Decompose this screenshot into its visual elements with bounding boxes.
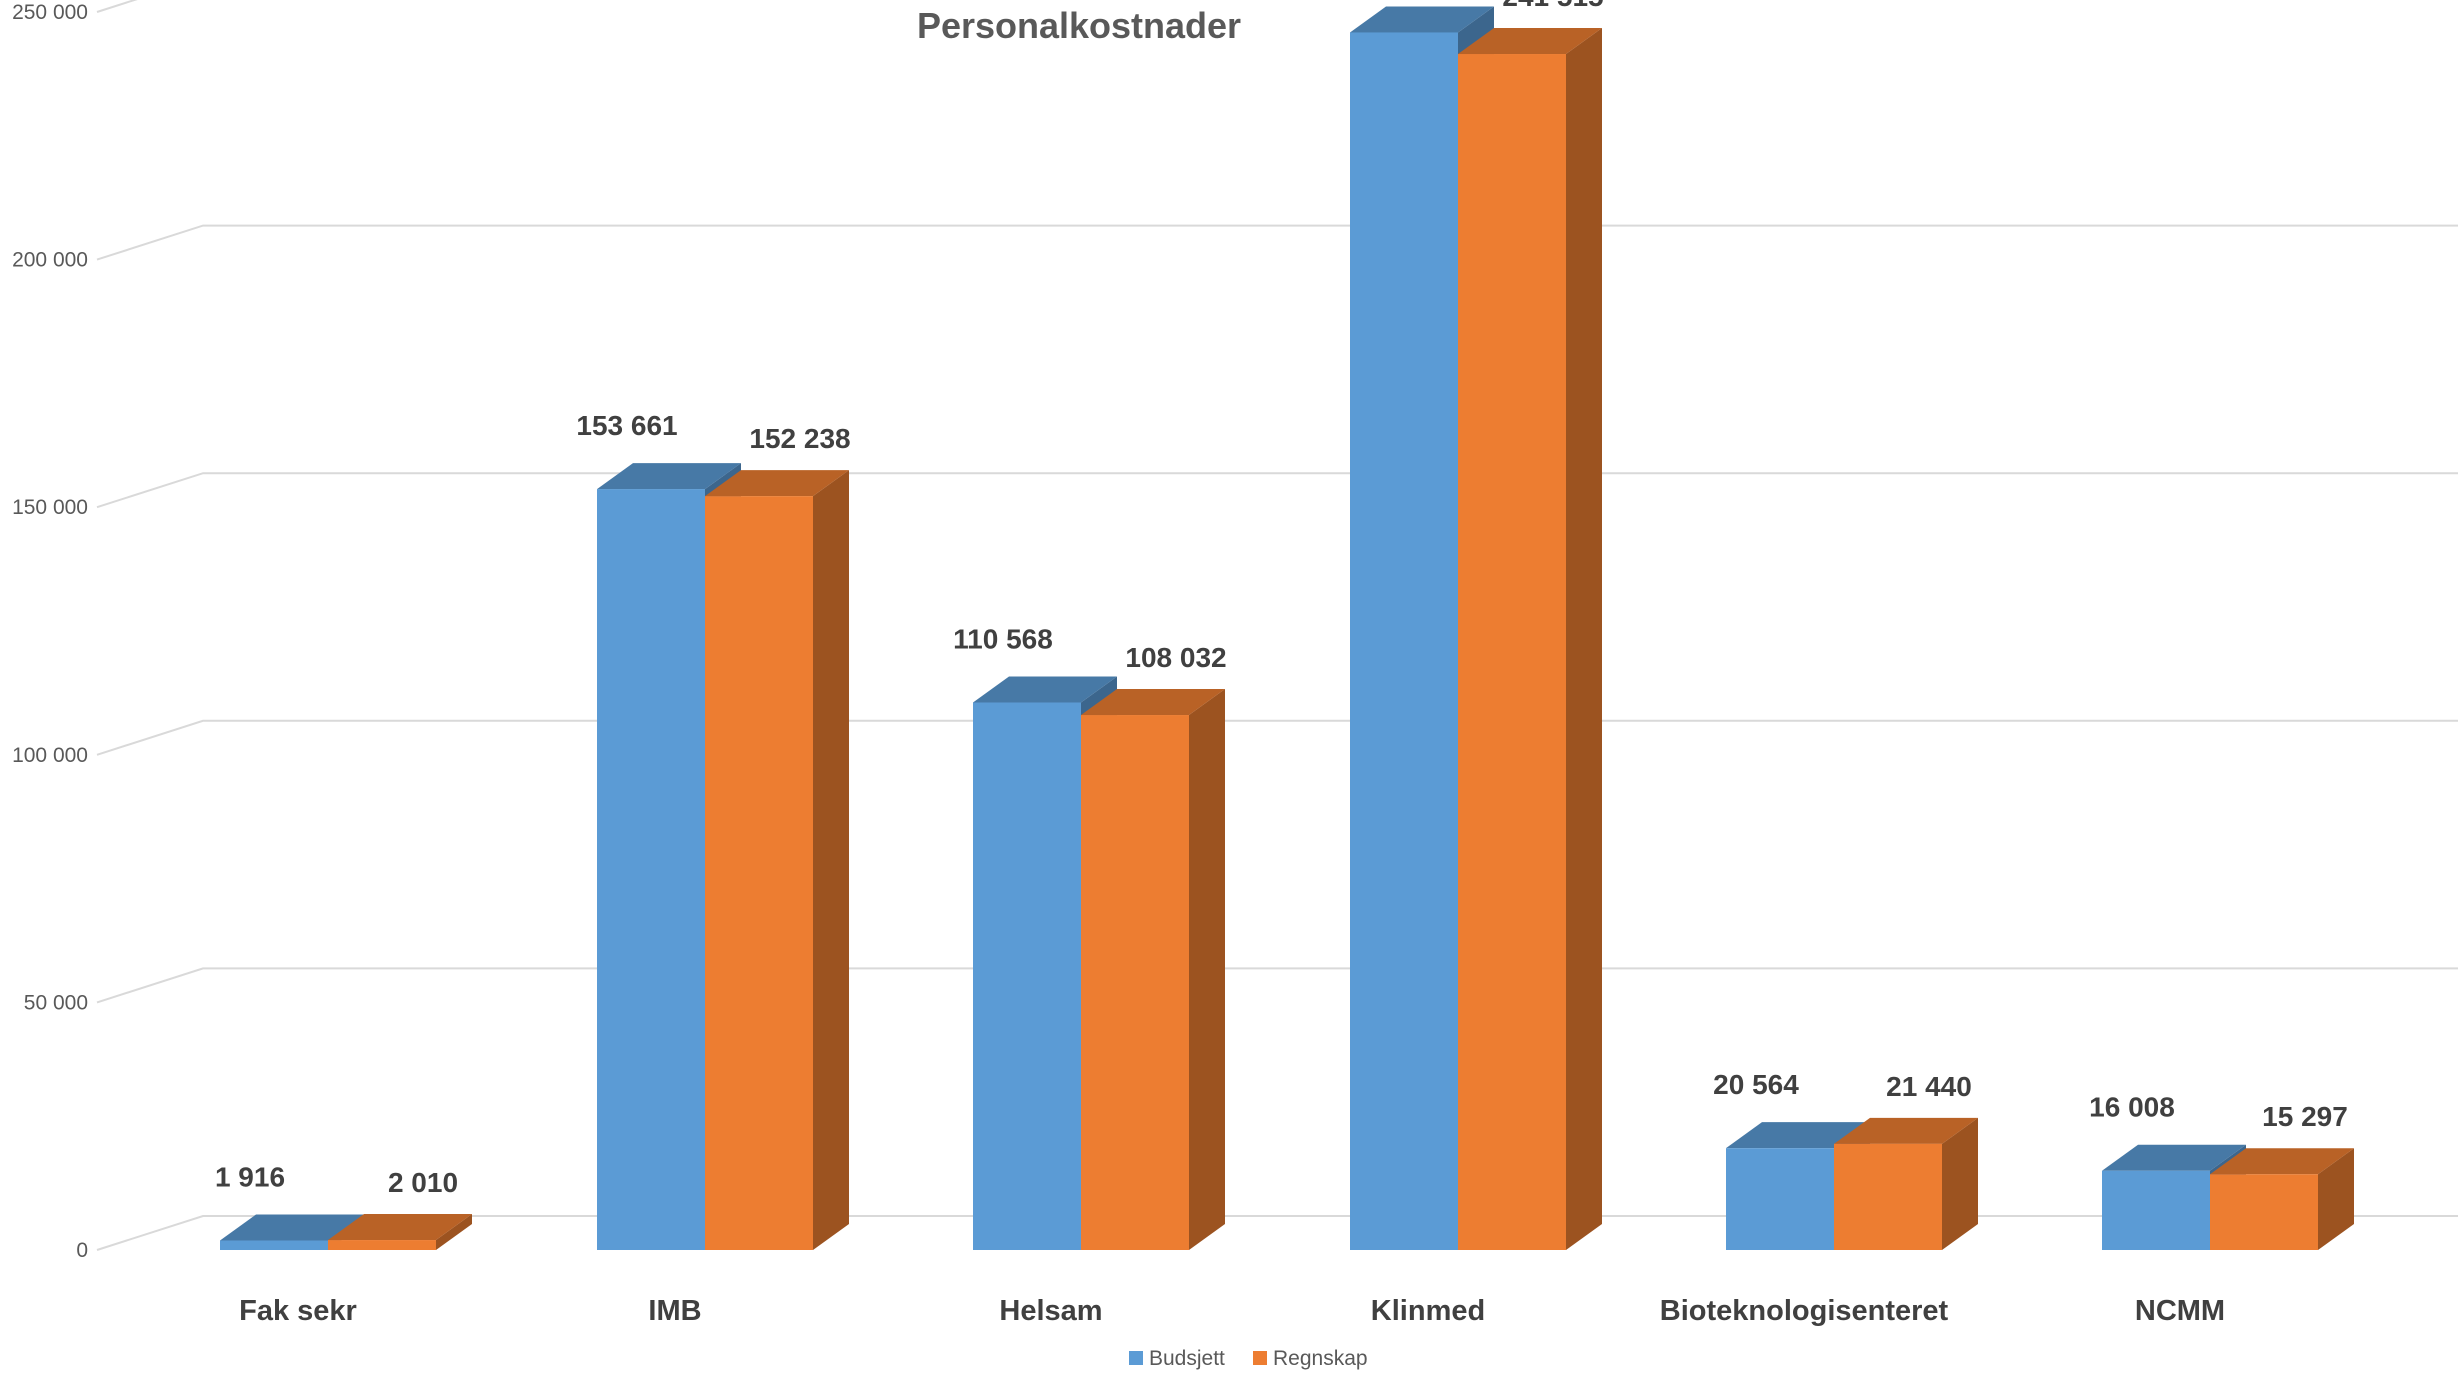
data-label: 15 297 <box>2262 1101 2348 1132</box>
data-label: 110 568 <box>953 623 1053 654</box>
data-label: 152 238 <box>749 423 850 454</box>
bar-front <box>597 489 705 1250</box>
bar-top <box>220 1214 364 1241</box>
bar-top <box>2210 1148 2354 1175</box>
bar-top <box>705 470 849 497</box>
y-tick-label: 250 000 <box>12 1 88 24</box>
y-tick-label: 0 <box>76 1239 88 1262</box>
bar-regnskap-3 <box>1458 28 1602 1251</box>
gridline <box>96 224 2458 261</box>
gridline <box>96 967 2458 1004</box>
y-tick-label: 150 000 <box>12 496 88 519</box>
bar-regnskap-1 <box>705 470 849 1250</box>
bar-front <box>2102 1170 2210 1250</box>
bar-front <box>1726 1148 1834 1250</box>
bar-side <box>2318 1148 2354 1250</box>
bar-side <box>1189 689 1225 1250</box>
bars <box>220 6 2354 1251</box>
data-label: 1 916 <box>215 1162 285 1193</box>
bar-regnskap-0 <box>328 1214 472 1250</box>
legend-label-regnskap: Regnskap <box>1273 1347 1368 1370</box>
x-tick-label: Fak sekr <box>239 1295 357 1327</box>
data-label: 16 008 <box>2089 1092 2175 1123</box>
bar-front <box>220 1240 328 1250</box>
data-label: 2 010 <box>388 1167 458 1198</box>
gridline <box>96 472 2458 509</box>
bar-top <box>2102 1144 2246 1171</box>
bar-regnskap-5 <box>2210 1148 2354 1250</box>
bar-top <box>328 1214 472 1241</box>
bar-top <box>1081 689 1225 716</box>
bar-regnskap-2 <box>1081 689 1225 1250</box>
bar-front <box>973 702 1081 1250</box>
data-label: 21 440 <box>1886 1071 1972 1102</box>
bar-top <box>1458 28 1602 55</box>
data-label: 108 032 <box>1125 642 1226 673</box>
x-axis: Fak sekr IMB Helsam Klinmed Bioteknologisent… <box>239 1295 2225 1327</box>
bar-front <box>1834 1143 1942 1250</box>
data-label: 20 564 <box>1713 1069 1799 1100</box>
data-label: 241 515 <box>1502 0 1603 12</box>
bar-regnskap-4 <box>1834 1117 1978 1250</box>
bar-side <box>1566 28 1602 1251</box>
bar-side <box>813 470 849 1250</box>
y-tick-label: 200 000 <box>12 249 88 272</box>
x-tick-label: Klinmed <box>1371 1295 1485 1327</box>
bar-front <box>1350 32 1458 1250</box>
y-tick-label: 100 000 <box>12 744 88 767</box>
y-axis: 0 50 000 100 000 150 000 200 000 250 000 <box>12 1 88 1262</box>
x-tick-label: NCMM <box>2135 1295 2225 1327</box>
bar-top <box>973 676 1117 703</box>
bar-front <box>1458 54 1566 1251</box>
bar-top <box>1726 1122 1870 1149</box>
gridlines <box>96 0 2458 1251</box>
x-tick-label: Bioteknologisenteret <box>1660 1295 1949 1327</box>
bar-top <box>1350 6 1494 33</box>
bar-front <box>705 496 813 1250</box>
legend-swatch-regnskap <box>1253 1351 1267 1365</box>
data-label: 153 661 <box>576 410 677 441</box>
x-tick-label: IMB <box>648 1295 701 1327</box>
gridline <box>96 0 138 13</box>
data-labels: 1 916 2 010 153 661 152 238 110 568 108 032 24… <box>215 0 2348 1198</box>
bar-top <box>1834 1117 1978 1144</box>
legend-swatch-budsjett <box>1129 1351 1143 1365</box>
gridline <box>96 719 2458 756</box>
y-tick-label: 50 000 <box>24 991 88 1014</box>
x-tick-label: Helsam <box>999 1295 1102 1327</box>
legend: Budsjett Regnskap <box>1129 1347 1368 1370</box>
bar-front <box>328 1240 436 1250</box>
bar-top <box>597 463 741 490</box>
legend-label-budsjett: Budsjett <box>1149 1347 1225 1370</box>
bar-front <box>2210 1174 2318 1250</box>
chart-title: Personalkostnader <box>917 5 1241 46</box>
bar-side <box>436 1214 472 1250</box>
bar-side <box>1942 1117 1978 1250</box>
bar-front <box>1081 715 1189 1250</box>
